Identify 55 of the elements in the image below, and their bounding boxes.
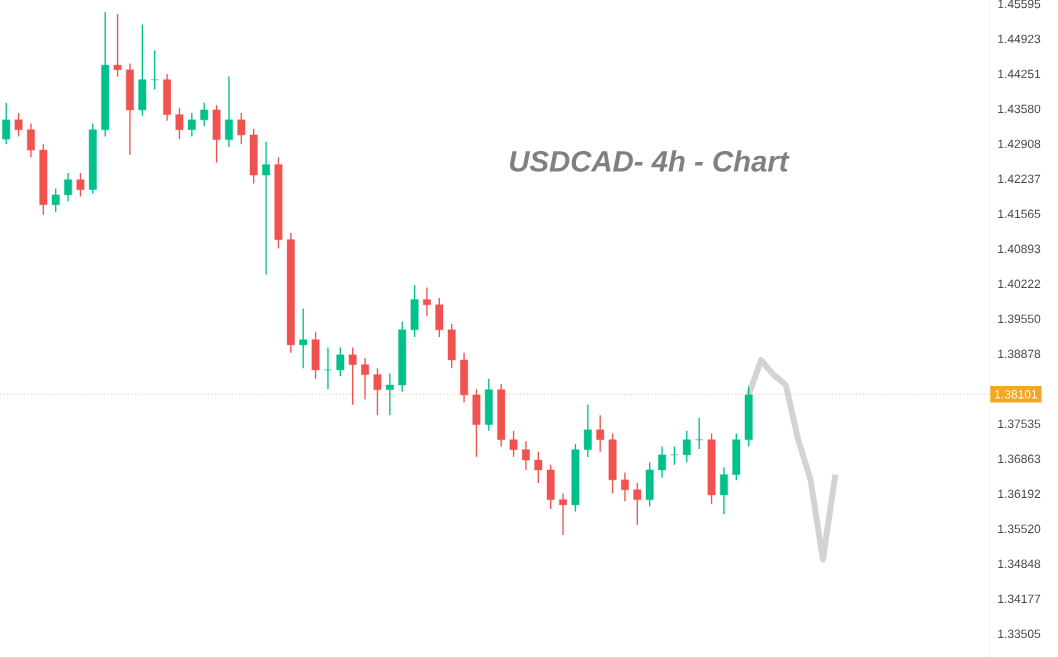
y-tick-label: 1.37535 [998, 419, 1041, 429]
y-tick-label: 1.38878 [998, 349, 1041, 359]
candlestick [658, 445, 666, 479]
candlestick [2, 101, 11, 145]
candlestick [262, 141, 270, 276]
ref-line-label: 1.38101 [995, 390, 1038, 399]
y-tick-label: 1.35520 [998, 524, 1041, 534]
candlestick [76, 172, 85, 198]
candlestick [200, 101, 209, 127]
candlestick [559, 492, 567, 536]
text: USDCAD- 4h - Chart [510, 150, 790, 172]
candlestick [336, 346, 345, 377]
candlestick [27, 122, 35, 159]
y-tick-label: 1.45595 [998, 0, 1041, 9]
candlestick [534, 451, 543, 484]
y-tick-label: 1.40893 [998, 244, 1041, 254]
candlestick [720, 466, 728, 515]
candlestick [596, 414, 605, 453]
y-tick-label: 1.41565 [998, 209, 1041, 219]
y-tick-label: 1.36192 [998, 489, 1041, 499]
y-tick-label: 1.34848 [998, 559, 1041, 569]
candlestick [64, 172, 72, 203]
candlestick [175, 107, 184, 140]
candlestick [225, 75, 233, 148]
candlestick [324, 346, 332, 390]
candlestick [682, 430, 691, 463]
candlestick [237, 112, 246, 145]
candlestick [509, 430, 518, 458]
candlestick [299, 307, 308, 370]
candlestick [361, 357, 369, 401]
y-tick-label: 1.44923 [998, 34, 1041, 44]
candlestick [583, 404, 592, 458]
y-tick-label: 1.40222 [998, 279, 1041, 289]
candlestick [113, 13, 122, 78]
y-tick-label: 1.44251 [998, 69, 1041, 79]
y-tick-label: 1.33505 [998, 629, 1041, 639]
candlestick [522, 440, 530, 471]
y-tick-label: 1.42237 [998, 174, 1041, 184]
candlestick [373, 367, 382, 416]
candlestick [187, 112, 196, 138]
candlestick [633, 482, 642, 526]
candlestick [385, 372, 394, 416]
y-tick-label: 1.39550 [998, 314, 1041, 324]
candlestick [670, 445, 679, 466]
candlestick [51, 187, 60, 213]
y-tick-label: 1.42908 [998, 139, 1041, 149]
y-tick-label: 1.34177 [998, 594, 1041, 604]
candlestick [348, 346, 357, 406]
candlestick [14, 112, 23, 138]
candlestick [621, 471, 629, 502]
y-tick-label: 1.36863 [998, 454, 1041, 464]
candlestick [150, 49, 159, 91]
y-tick-label: 1.43580 [998, 104, 1041, 114]
candlestick [695, 417, 704, 450]
candlestick [423, 286, 431, 317]
